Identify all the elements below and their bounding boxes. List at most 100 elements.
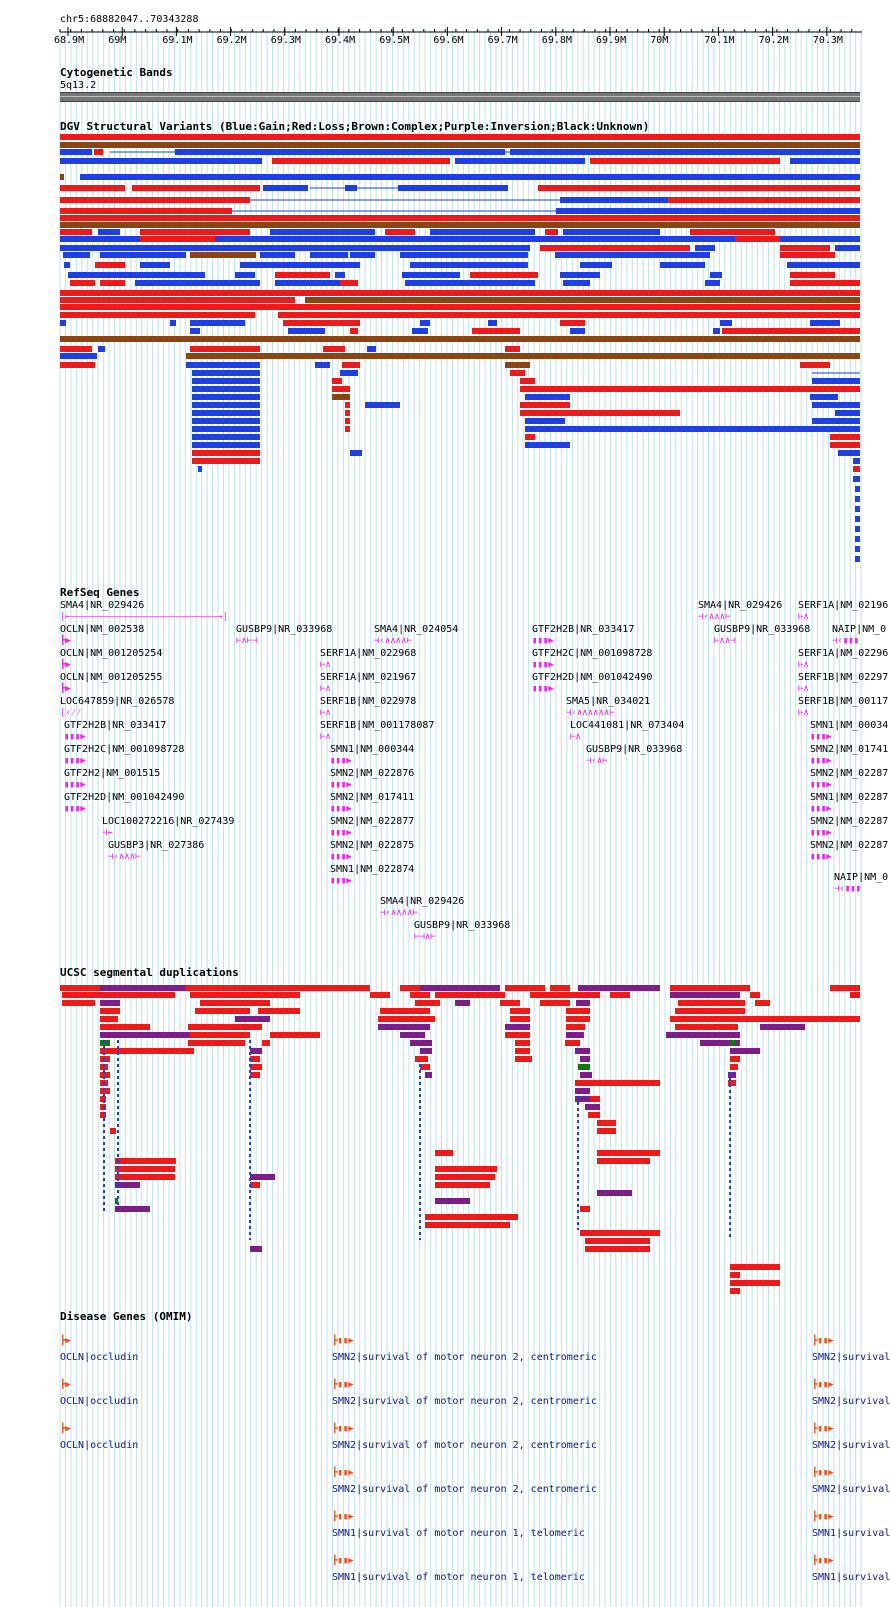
refseq-gene-label[interactable]: SMA4|NR_029426 <box>380 896 465 907</box>
refseq-gene-glyph[interactable]: ⊣‹∧∧∧⊢ <box>698 612 731 622</box>
refseq-gene-glyph[interactable]: ⊢∧ <box>320 660 331 670</box>
refseq-gene-label[interactable]: SMN2|NM_022876 <box>330 768 415 779</box>
refseq-gene-glyph[interactable]: ⊣‹∧⊢ <box>586 756 608 766</box>
refseq-gene-glyph[interactable]: ⊣‹∧∧∧∧∧∧⊢ <box>566 708 615 718</box>
refseq-gene-label[interactable]: GTF2H2D|NM_001042490 <box>532 672 653 683</box>
omim-gene-glyph[interactable]: ┣▮▮▶ <box>812 1512 834 1522</box>
refseq-gene-label[interactable]: SMA4|NR_024054 <box>374 624 459 635</box>
omim-gene-glyph[interactable]: ┣▮▮▶ <box>332 1336 354 1346</box>
refseq-gene-label[interactable]: SMA5|NR_034021 <box>566 696 651 707</box>
refseq-gene-label[interactable]: SERF1B|NM_001178087 <box>320 720 435 731</box>
refseq-gene-label[interactable]: NAIP|NM_0 <box>832 624 887 635</box>
refseq-gene-label[interactable]: SERF1B|NM_02297 <box>798 672 889 683</box>
refseq-gene-glyph[interactable]: ⊣‹∧∧∧⊢ <box>108 852 141 862</box>
refseq-gene-label[interactable]: SMN2|NM_022875 <box>330 840 415 851</box>
omim-gene-glyph[interactable]: ┣▮▮▶ <box>812 1556 834 1566</box>
omim-gene-label[interactable]: SMN2|survival <box>812 1440 890 1451</box>
omim-gene-glyph[interactable]: ┣▮▮▶ <box>812 1424 834 1434</box>
refseq-gene-label[interactable]: GUSBP9|NR_033968 <box>414 920 511 931</box>
refseq-gene-glyph[interactable]: ▮▮▮▶ <box>810 828 832 838</box>
refseq-gene-label[interactable]: GTF2H2|NM_001515 <box>64 768 161 779</box>
refseq-gene-label[interactable]: SMN1|NM_022874 <box>330 864 415 875</box>
refseq-gene-glyph[interactable]: ⊢⊣∧⊢ <box>414 932 436 942</box>
refseq-gene-label[interactable]: SMN1|NM_00034 <box>810 720 889 731</box>
refseq-gene-glyph[interactable]: ⊢∧ <box>798 708 809 718</box>
refseq-gene-label[interactable]: SERF1B|NM_00117 <box>798 696 889 707</box>
refseq-gene-glyph[interactable]: ▮▮▮▶ <box>532 684 554 694</box>
refseq-gene-glyph[interactable]: ▮▮▮▶ <box>330 852 352 862</box>
omim-gene-glyph[interactable]: ┣▮▮▶ <box>812 1380 834 1390</box>
refseq-gene-glyph[interactable]: ▮▮▮▶ <box>810 780 832 790</box>
refseq-gene-label[interactable]: GUSBP3|NR_027386 <box>108 840 205 851</box>
refseq-gene-label[interactable]: LOC647859|NR_026578 <box>60 696 175 707</box>
refseq-gene-label[interactable]: SERF1A|NM_022968 <box>320 648 417 659</box>
omim-gene-label[interactable]: SMN1|survival of motor neuron 1, telomer… <box>332 1528 585 1539</box>
refseq-gene-glyph[interactable]: ▮▮▮▶ <box>810 852 832 862</box>
omim-gene-label[interactable]: SMN2|survival <box>812 1352 890 1363</box>
omim-gene-glyph[interactable]: ┣▮▮▶ <box>332 1424 354 1434</box>
refseq-gene-label[interactable]: SERF1A|NM_021967 <box>320 672 417 683</box>
refseq-gene-glyph[interactable]: ⊢∧∧⊣ <box>714 636 736 646</box>
omim-gene-label[interactable]: OCLN|occludin <box>60 1396 139 1407</box>
refseq-gene-label[interactable]: GTF2H2B|NR_033417 <box>532 624 635 635</box>
omim-gene-label[interactable]: SMN2|survival of motor neuron 2, centrom… <box>332 1484 597 1495</box>
omim-gene-glyph[interactable]: ┣▶ <box>60 1380 71 1390</box>
omim-gene-label[interactable]: SMN2|survival of motor neuron 2, centrom… <box>332 1352 597 1363</box>
refseq-gene-glyph[interactable]: ▮▮▮▶ <box>810 756 832 766</box>
omim-gene-glyph[interactable]: ┣▮▮▶ <box>332 1380 354 1390</box>
refseq-gene-glyph[interactable]: ▮▮▮▶ <box>330 828 352 838</box>
refseq-gene-glyph[interactable]: ⊣‹∧∧∧∧⊢ <box>380 908 418 918</box>
refseq-gene-glyph[interactable]: ┣▶ <box>60 636 71 646</box>
omim-gene-glyph[interactable]: ┣▮▮▶ <box>332 1512 354 1522</box>
refseq-gene-glyph[interactable]: ▮▮▮▶ <box>532 636 554 646</box>
refseq-gene-glyph[interactable]: ▮▮▮▶ <box>330 876 352 886</box>
refseq-gene-glyph[interactable]: ▮▮▮▶ <box>330 756 352 766</box>
refseq-gene-label[interactable]: GTF2H2C|NM_001098728 <box>532 648 653 659</box>
refseq-gene-glyph[interactable]: ⊣‹▮▮▮ <box>834 884 862 894</box>
omim-gene-label[interactable]: SMN2|survival of motor neuron 2, centrom… <box>332 1396 597 1407</box>
refseq-gene-label[interactable]: SMN1|NM_02287 <box>810 792 889 803</box>
cytoband-bar[interactable] <box>60 92 860 102</box>
refseq-gene-label[interactable]: SMN2|NM_02287 <box>810 816 889 827</box>
omim-gene-glyph[interactable]: ┣▮▮▶ <box>332 1468 354 1478</box>
omim-gene-label[interactable]: SMN2|survival <box>812 1484 890 1495</box>
refseq-gene-glyph[interactable]: ⊢∧ <box>798 684 809 694</box>
refseq-gene-label[interactable]: SMN2|NM_01741 <box>810 744 889 755</box>
refseq-gene-glyph[interactable]: ⊢∧ <box>570 732 581 742</box>
refseq-gene-label[interactable]: LOC100272216|NR_027439 <box>102 816 235 827</box>
omim-gene-glyph[interactable]: ┣▶ <box>60 1424 71 1434</box>
refseq-gene-glyph[interactable]: ▮▮▮▶ <box>810 804 832 814</box>
omim-gene-label[interactable]: SMN1|survival <box>812 1572 890 1583</box>
refseq-gene-label[interactable]: SMN1|NM_000344 <box>330 744 415 755</box>
refseq-gene-label[interactable]: GTF2H2C|NM_001098728 <box>64 744 185 755</box>
refseq-gene-label[interactable]: GUSBP9|NR_033968 <box>714 624 811 635</box>
omim-gene-glyph[interactable]: ┣▶ <box>60 1336 71 1346</box>
refseq-gene-label[interactable]: SERF1B|NM_022978 <box>320 696 417 707</box>
refseq-gene-label[interactable]: OCLN|NM_001205254 <box>60 648 163 659</box>
refseq-gene-label[interactable]: SMN2|NM_022877 <box>330 816 415 827</box>
refseq-gene-glyph[interactable]: ⊣‹▮▮▮ <box>832 636 860 646</box>
refseq-gene-label[interactable]: SMN2|NM_02287 <box>810 840 889 851</box>
refseq-gene-label[interactable]: SMN2|NM_02287 <box>810 768 889 779</box>
refseq-gene-glyph[interactable]: ▮▮▮▶ <box>64 756 86 766</box>
refseq-gene-label[interactable]: OCLN|NM_001205255 <box>60 672 163 683</box>
refseq-gene-label[interactable]: LOC441081|NR_073404 <box>570 720 685 731</box>
omim-gene-label[interactable]: OCLN|occludin <box>60 1440 139 1451</box>
refseq-gene-glyph[interactable]: ▮▮▮▶ <box>532 660 554 670</box>
omim-gene-label[interactable]: SMN2|survival <box>812 1396 890 1407</box>
refseq-gene-glyph[interactable]: ▮▮▮▶ <box>330 804 352 814</box>
refseq-gene-label[interactable]: GTF2H2D|NM_001042490 <box>64 792 185 803</box>
refseq-gene-glyph[interactable]: ┣▶ <box>60 660 71 670</box>
refseq-gene-label[interactable]: GUSBP9|NR_033968 <box>236 624 333 635</box>
omim-gene-glyph[interactable]: ┣▮▮▶ <box>812 1468 834 1478</box>
refseq-gene-glyph[interactable]: ⊢∧ <box>320 684 331 694</box>
refseq-gene-glyph[interactable]: |←———————————————————————————→| <box>60 612 228 622</box>
omim-gene-glyph[interactable]: ┣▮▮▶ <box>332 1556 354 1566</box>
refseq-gene-glyph[interactable]: ▮▮▮▶ <box>64 780 86 790</box>
refseq-gene-glyph[interactable]: |‹⁄⁄ <box>60 708 82 718</box>
refseq-gene-glyph[interactable]: ⊣← <box>102 828 113 838</box>
refseq-gene-glyph[interactable]: ▮▮▮▶ <box>330 780 352 790</box>
refseq-gene-glyph[interactable]: ⊣‹∧∧∧∧⊢ <box>374 636 412 646</box>
omim-gene-glyph[interactable]: ┣▮▮▶ <box>812 1336 834 1346</box>
refseq-gene-glyph[interactable]: ⊢∧⊢⊣ <box>236 636 258 646</box>
